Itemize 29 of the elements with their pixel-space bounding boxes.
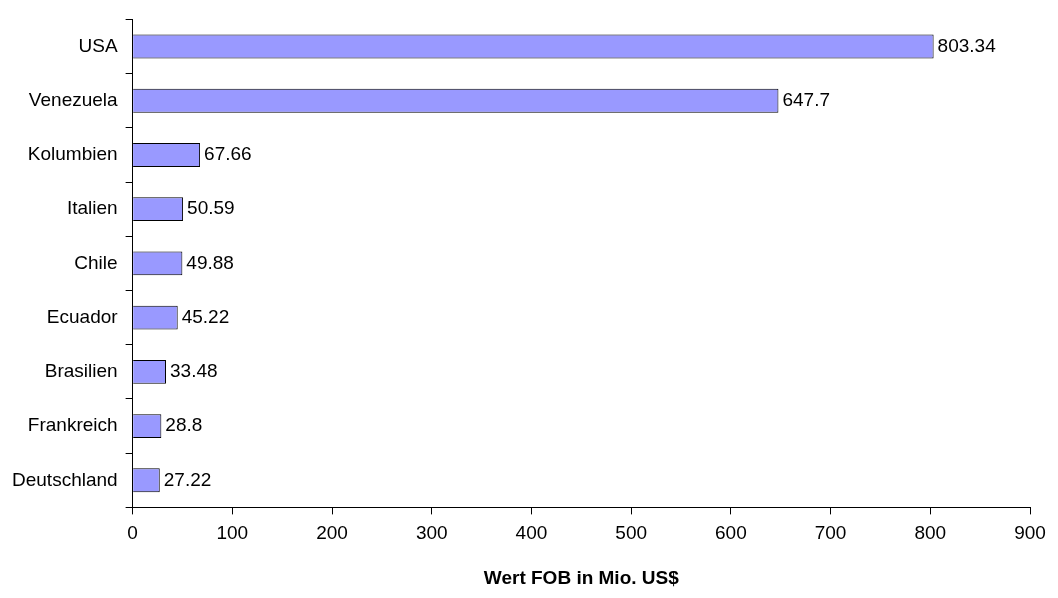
y-tick-label: Brasilien [44, 360, 118, 382]
x-tick-label: 200 [316, 522, 348, 544]
x-tick-label: 400 [515, 522, 548, 544]
data-label: 45.22 [181, 305, 230, 327]
y-tick-label: Kolumbien [27, 143, 118, 165]
y-tick-label: Deutschland [12, 468, 118, 490]
x-tick-label: 800 [914, 522, 947, 544]
x-tick-label: 500 [615, 522, 648, 544]
data-label: 67.66 [204, 143, 252, 165]
y-tick-label: Ecuador [46, 305, 119, 327]
y-tick-label: USA [78, 34, 118, 56]
y-tick-label: Italien [66, 197, 118, 219]
x-tick-label: 900 [1014, 522, 1046, 544]
x-tick-label: 700 [814, 522, 847, 544]
y-tick-label: Venezuela [28, 88, 119, 110]
data-label: 803.34 [937, 34, 997, 56]
x-tick-label: 600 [715, 522, 747, 544]
data-label: 647.7 [782, 88, 830, 110]
data-label: 28.8 [165, 414, 203, 436]
data-label: 50.59 [187, 197, 235, 219]
data-label: 49.88 [186, 251, 234, 273]
data-label: 27.22 [163, 468, 212, 490]
y-tick-label: Chile [74, 251, 118, 273]
x-tick-label: 300 [415, 522, 448, 544]
x-axis-title: Wert FOB in Mio. US$ [483, 566, 680, 588]
data-label: 33.48 [170, 360, 218, 382]
x-tick-label: 100 [216, 522, 249, 544]
x-tick-label: 0 [127, 522, 138, 544]
y-tick-label: Frankreich [27, 414, 118, 436]
